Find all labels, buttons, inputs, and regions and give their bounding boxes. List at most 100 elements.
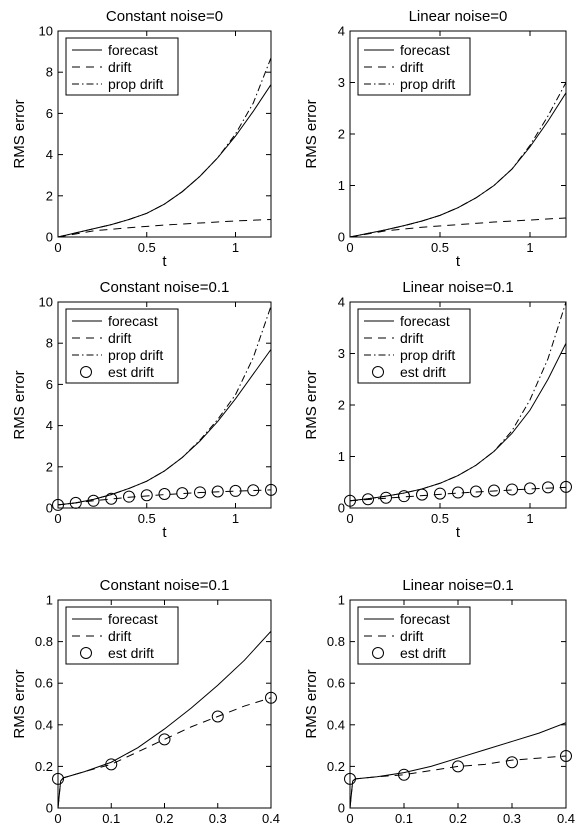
x-tick-label: 0.5 [138, 240, 156, 255]
chart-panel-4: Linear noise=0.1 0 0.5 1 0 1 2 3 4 t RMS error fore… [303, 279, 572, 541]
series-est-drift-point [265, 483, 277, 496]
series-est-drift-point [398, 768, 410, 781]
series-forecast-line [350, 342, 566, 502]
y-tick-label: 0.6 [35, 676, 53, 691]
series-est-drift-point [52, 772, 64, 785]
series-est-drift-point [344, 494, 356, 507]
series-est-drift-point [470, 485, 482, 498]
legend-est-drift-marker [372, 647, 384, 659]
legend-drift-label: drift [400, 59, 423, 75]
y-tick-label: 0 [338, 501, 345, 516]
y-tick-label: 0 [338, 801, 345, 816]
series-est-drift-point [452, 486, 464, 499]
legend-forecast-label: forecast [400, 313, 450, 329]
series-est-drift-point [488, 484, 500, 497]
chart-title: Linear noise=0 [409, 8, 508, 25]
chart-panel-5: Constant noise=0.1 0 0.1 0.2 0.3 0.4 0 0.2 0.4 0.… [11, 577, 280, 828]
legend-est-drift-label: est drift [400, 645, 446, 661]
legend-est-drift-marker [372, 366, 384, 378]
y-tick-label: 0.2 [35, 759, 53, 774]
legend-prop-drift-label: prop drift [108, 76, 163, 92]
legend-prop-drift-label: prop drift [108, 347, 163, 363]
y-tick-label: 0.8 [327, 634, 345, 649]
y-axis-label: RMS error [11, 370, 28, 439]
chart-title: Linear noise=0.1 [402, 577, 513, 594]
y-tick-label: 3 [338, 346, 345, 361]
series-est-drift-point [506, 483, 518, 496]
y-tick-label: 0 [46, 230, 53, 245]
plot-frame [57, 301, 272, 509]
y-tick-label: 10 [39, 295, 53, 310]
series-prop-drift-line [350, 302, 566, 502]
y-tick-label: 8 [46, 336, 53, 351]
legend-drift-label: drift [108, 330, 131, 346]
x-tick-label: 0 [346, 511, 353, 526]
y-tick-label: 2 [46, 188, 53, 203]
x-tick-label: 0.5 [431, 240, 449, 255]
y-axis-label: RMS error [303, 669, 320, 738]
series-est-drift-point [69, 496, 82, 509]
series-est-drift-point [123, 490, 135, 503]
x-tick-label: 0 [54, 811, 61, 823]
series-est-drift-point [211, 485, 224, 498]
x-axis-label: t [162, 524, 167, 541]
chart-title: Constant noise=0.1 [100, 279, 230, 296]
legend-est-drift-label: est drift [108, 645, 154, 661]
legend-prop-drift-label: prop drift [400, 76, 455, 92]
y-tick-label: 2 [46, 459, 53, 474]
y-tick-label: 1 [46, 593, 53, 608]
series-est-drift-point [158, 733, 171, 746]
series-est-drift-point [362, 493, 374, 506]
series-est-drift-point [506, 756, 518, 769]
x-tick-label: 0 [54, 240, 61, 255]
series-forecast-line [350, 92, 566, 237]
series-est-drift-point [194, 486, 206, 499]
series-est-drift-point [87, 494, 100, 507]
series-est-drift-point [52, 498, 64, 511]
y-axis-label: RMS error [303, 99, 320, 168]
y-tick-label: 4 [46, 147, 53, 162]
series-est-drift-point [140, 489, 153, 502]
y-tick-label: 0.2 [327, 759, 345, 774]
series-prop-drift-line [58, 57, 271, 237]
legend-box [65, 37, 179, 96]
x-tick-label: 0.3 [209, 811, 227, 823]
series-est-drift-point [229, 484, 242, 497]
y-axis-label: RMS error [303, 370, 320, 439]
series-est-drift-point [452, 760, 464, 773]
x-tick-label: 0.5 [431, 511, 449, 526]
plot-frame [57, 30, 272, 238]
legend-box [65, 606, 179, 665]
legend-box [357, 606, 471, 665]
series-est-drift-point [434, 487, 446, 500]
y-axis-label: RMS error [11, 99, 28, 168]
legend-forecast-label: forecast [108, 313, 158, 329]
series-prop-drift-line [58, 305, 271, 506]
series-forecast-line [58, 84, 271, 237]
series-est-drift-point [416, 488, 428, 501]
y-tick-label: 0.4 [327, 717, 345, 732]
series-est-drift-point [158, 487, 171, 500]
series-est-drift-point [265, 691, 277, 704]
chart-title: Constant noise=0.1 [100, 577, 230, 594]
series-est-drift-point [344, 772, 356, 785]
legend-forecast-label: forecast [400, 611, 450, 627]
series-est-drift-point [211, 710, 224, 723]
series-est-drift-point [542, 481, 554, 494]
y-tick-label: 10 [39, 24, 53, 39]
x-axis-label: t [456, 524, 461, 541]
x-axis-label: t [162, 253, 167, 270]
series-est-drift-point [105, 492, 118, 505]
chart-panel-6: Linear noise=0.1 0 0.1 0.2 0.3 0.4 0 0.2 0.4 0.6 0… [303, 577, 575, 828]
chart-title: Linear noise=0.1 [402, 279, 513, 296]
series-est-drift-point [247, 484, 260, 497]
series-est-drift-point [398, 490, 410, 503]
y-tick-label: 2 [338, 398, 345, 413]
chart-panel-2: Linear noise=0 0 0.5 1 0 1 2 3 4 t RMS error foreca… [303, 8, 567, 270]
series-est-drift-point [380, 491, 392, 504]
